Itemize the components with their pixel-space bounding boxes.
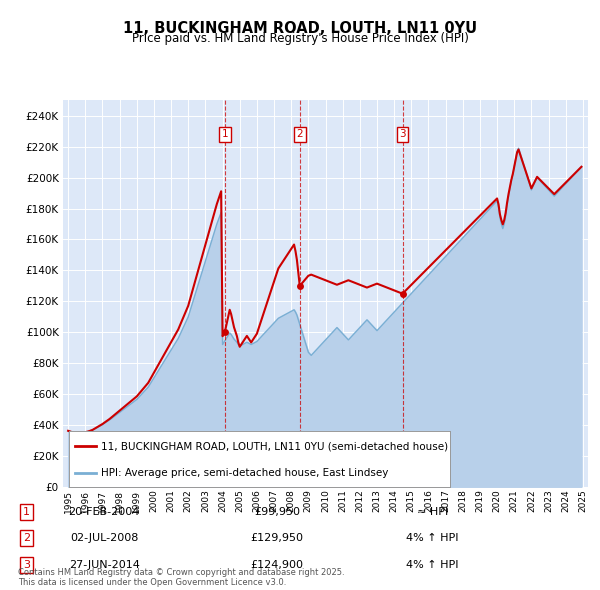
Text: 4% ↑ HPI: 4% ↑ HPI <box>406 533 459 543</box>
Text: 1: 1 <box>23 507 30 517</box>
Text: 1: 1 <box>221 129 228 139</box>
Text: HPI: Average price, semi-detached house, East Lindsey: HPI: Average price, semi-detached house,… <box>101 468 389 478</box>
Text: 11, BUCKINGHAM ROAD, LOUTH, LN11 0YU: 11, BUCKINGHAM ROAD, LOUTH, LN11 0YU <box>123 21 477 35</box>
Text: £124,900: £124,900 <box>250 560 304 570</box>
Text: Contains HM Land Registry data © Crown copyright and database right 2025.
This d: Contains HM Land Registry data © Crown c… <box>18 568 344 587</box>
Text: 3: 3 <box>23 560 30 570</box>
Text: £129,950: £129,950 <box>250 533 304 543</box>
Text: 11, BUCKINGHAM ROAD, LOUTH, LN11 0YU (semi-detached house): 11, BUCKINGHAM ROAD, LOUTH, LN11 0YU (se… <box>101 441 449 451</box>
Text: Price paid vs. HM Land Registry's House Price Index (HPI): Price paid vs. HM Land Registry's House … <box>131 32 469 45</box>
Text: 20-FEB-2004: 20-FEB-2004 <box>68 507 140 517</box>
Text: 3: 3 <box>399 129 406 139</box>
Text: 27-JUN-2014: 27-JUN-2014 <box>69 560 140 570</box>
Text: 2: 2 <box>23 533 30 543</box>
Text: 02-JUL-2008: 02-JUL-2008 <box>70 533 139 543</box>
Text: 4% ↑ HPI: 4% ↑ HPI <box>406 560 459 570</box>
Text: 2: 2 <box>296 129 303 139</box>
Text: £99,950: £99,950 <box>254 507 300 517</box>
Text: ≈ HPI: ≈ HPI <box>417 507 448 517</box>
